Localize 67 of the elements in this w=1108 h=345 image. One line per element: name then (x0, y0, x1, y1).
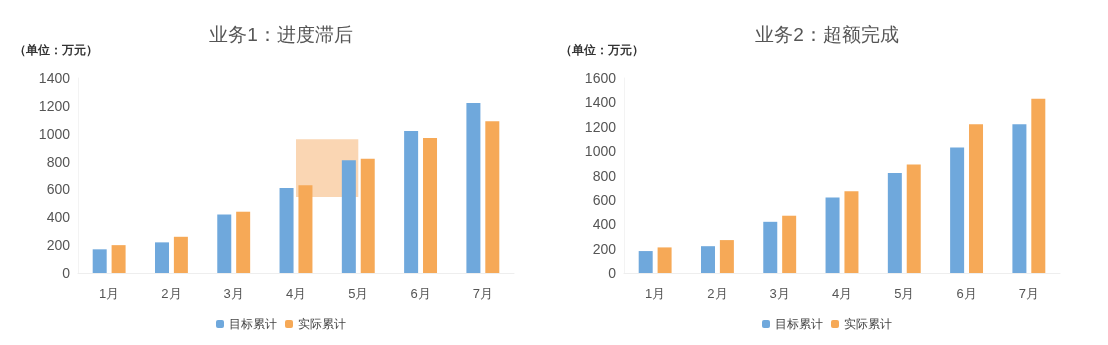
bar (719, 240, 734, 273)
legend-label: 实际累计 (298, 317, 346, 331)
bar (825, 197, 840, 273)
y-axis-title: （单位：万元） (560, 43, 644, 57)
y-tick-label: 1400 (584, 94, 617, 111)
y-tick-label: 0 (608, 265, 617, 281)
bar (844, 191, 859, 273)
y-tick-label: 400 (46, 209, 71, 226)
bar (950, 147, 965, 273)
bar (1012, 124, 1027, 273)
x-tick-label: 3月 (769, 286, 790, 301)
legend-label: 目标累计 (775, 317, 823, 331)
bar (657, 247, 672, 273)
chart-title: 业务1：进度滞后 (209, 24, 353, 45)
x-tick-label: 6月 (410, 286, 431, 301)
x-tick-label: 4月 (831, 286, 853, 301)
y-tick-label: 600 (46, 181, 71, 198)
bar (638, 251, 653, 273)
bar (404, 130, 419, 273)
x-tick-label: 1月 (99, 286, 120, 301)
bar (700, 246, 715, 273)
x-tick-label: 5月 (348, 286, 369, 301)
bar (887, 173, 902, 273)
bar (111, 245, 126, 273)
bar (1031, 98, 1046, 273)
x-tick-label: 7月 (472, 286, 493, 301)
y-tick-label: 1400 (38, 70, 71, 86)
bar (279, 188, 294, 273)
bar (217, 214, 232, 273)
y-tick-label: 600 (592, 191, 617, 208)
bar (466, 103, 481, 273)
y-tick-label: 200 (46, 237, 71, 254)
bar (360, 158, 375, 273)
y-tick-label: 1200 (584, 118, 617, 135)
bar (154, 242, 169, 273)
x-tick-label: 7月 (1018, 286, 1039, 301)
bar (92, 249, 107, 273)
x-tick-label: 2月 (161, 286, 182, 301)
y-tick-label: 400 (592, 216, 617, 233)
y-tick-label: 1000 (584, 143, 617, 160)
bar (969, 124, 984, 273)
bar (782, 215, 797, 273)
y-tick-label: 0 (62, 265, 71, 281)
y-axis-title: （单位：万元） (14, 43, 98, 57)
bar (341, 160, 356, 273)
x-tick-label: 4月 (285, 286, 307, 301)
y-tick-label: 1200 (38, 97, 71, 114)
chart-title: 业务2：超额完成 (755, 24, 899, 45)
legend-label: 目标累计 (229, 317, 277, 331)
x-tick-label: 2月 (707, 286, 728, 301)
bar (298, 185, 313, 273)
y-tick-label: 200 (592, 240, 617, 257)
bar (763, 221, 778, 273)
legend-label: 实际累计 (844, 317, 892, 331)
x-tick-label: 3月 (223, 286, 244, 301)
y-tick-label: 1000 (38, 125, 71, 142)
bar (485, 121, 500, 273)
x-tick-label: 6月 (956, 286, 977, 301)
bar (423, 137, 438, 273)
x-tick-label: 5月 (894, 286, 915, 301)
bar (906, 164, 921, 273)
y-tick-label: 800 (592, 167, 617, 184)
y-tick-label: 800 (46, 153, 71, 170)
bar (173, 236, 188, 273)
x-tick-label: 1月 (645, 286, 666, 301)
y-tick-label: 1600 (584, 70, 617, 86)
bar (236, 211, 251, 273)
